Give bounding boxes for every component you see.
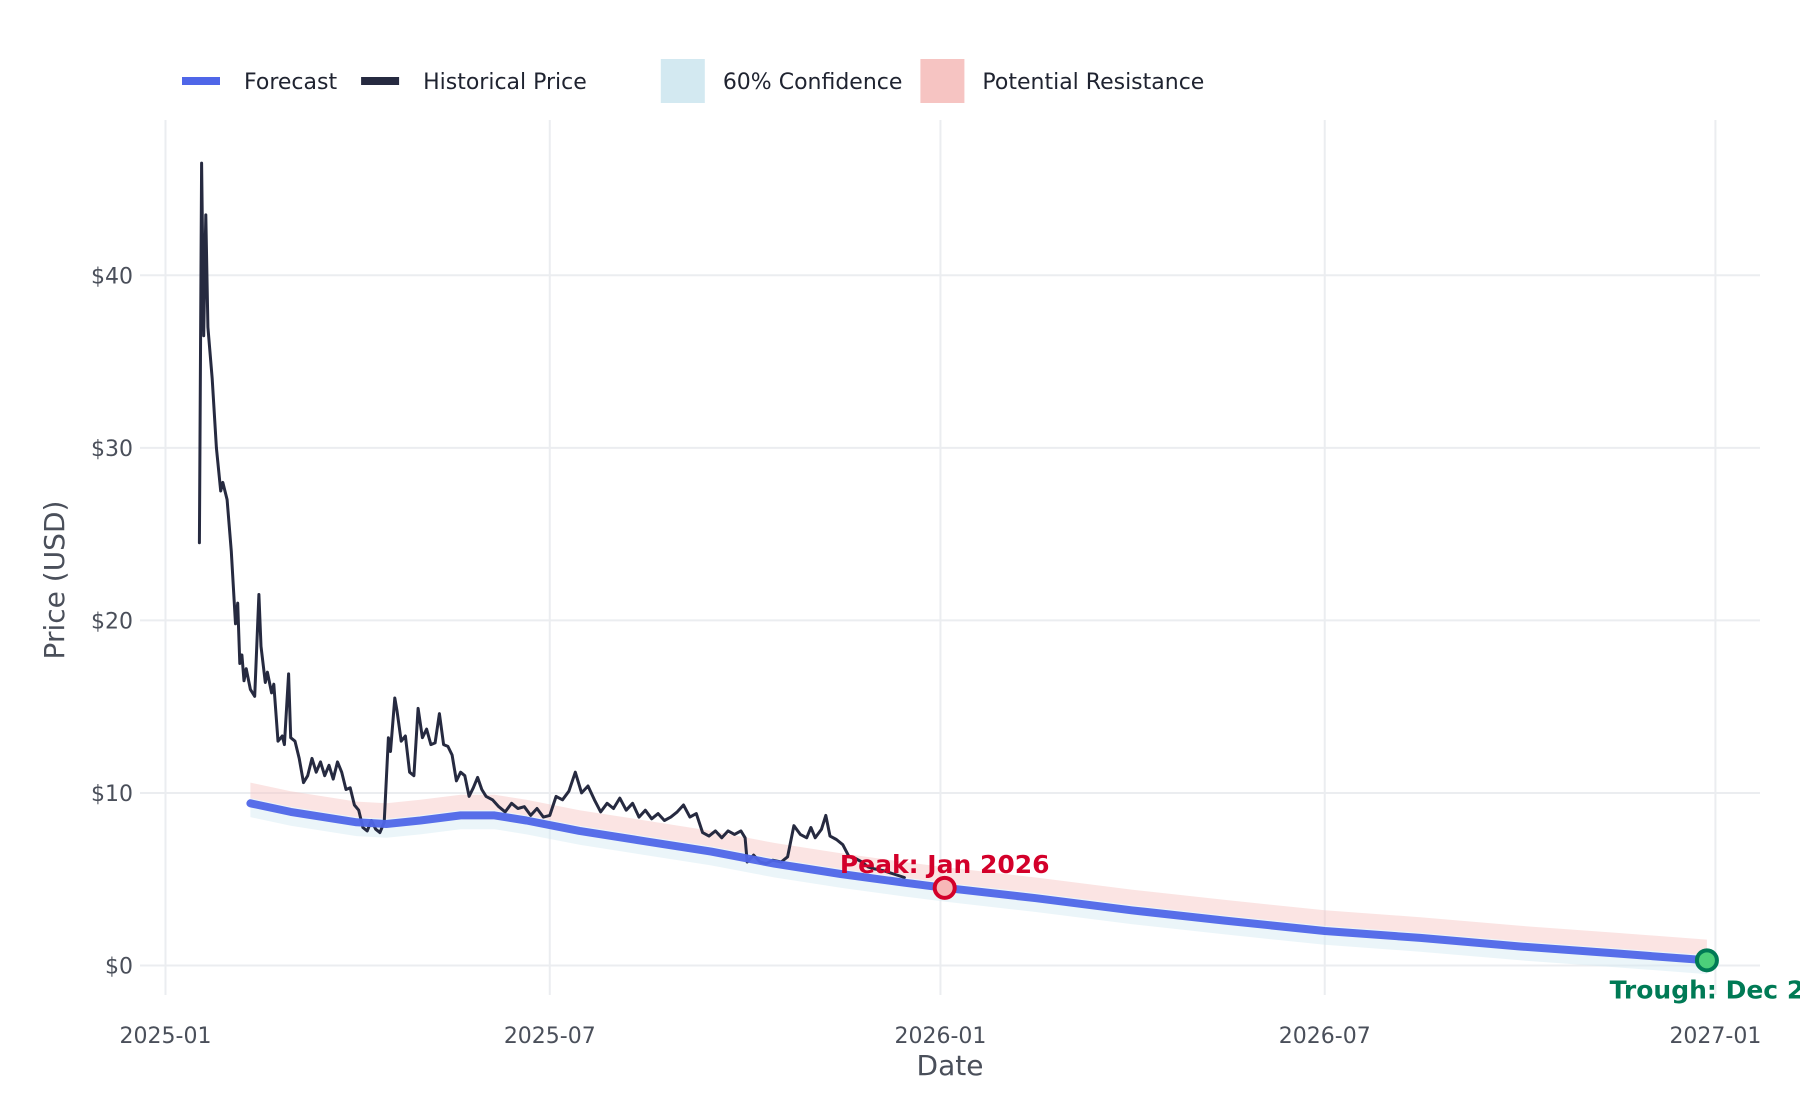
- peak-marker: [932, 875, 957, 900]
- legend: Forecast Historical Price 60% Confidence Po…: [182, 59, 1204, 103]
- x-tick-label: 2026-01: [894, 1024, 986, 1049]
- legend-swatch-60-confidence: [660, 59, 705, 103]
- forecast-line: [246, 799, 1711, 965]
- series-lines: [197, 161, 1711, 965]
- x-tick-label: 2025-07: [504, 1024, 596, 1049]
- trough-annotation-label: Trough: Dec 2: [1610, 975, 1800, 1004]
- x-tick-label: 2026-07: [1279, 1024, 1371, 1049]
- trough-marker: [1694, 948, 1719, 973]
- x-tick-label: 2027-01: [1669, 1024, 1761, 1049]
- legend-label-potential-resistance: Potential Resistance: [982, 70, 1204, 95]
- peak-annotation-label: Peak: Jan 2026: [840, 850, 1050, 879]
- x-axis-title: Date: [917, 1049, 984, 1082]
- y-tick-label: $10: [91, 782, 133, 807]
- legend-label-forecast: Forecast: [244, 70, 337, 95]
- annotations: Peak: Jan 2026 Trough: Dec 2: [840, 850, 1800, 1004]
- y-axis-title: Price (USD): [38, 501, 71, 660]
- y-tick-label: $30: [91, 437, 133, 462]
- legend-label-60-confidence: 60% Confidence: [723, 70, 903, 95]
- y-tick-label: $20: [91, 609, 133, 634]
- axis-ticks: 2025-01 2025-07 2026-01 2026-07 2027-01 $0 $10…: [91, 264, 1761, 1049]
- historical-price-line: [197, 161, 906, 879]
- legend-label-historical-price: Historical Price: [423, 70, 587, 95]
- y-tick-label: $0: [105, 954, 133, 979]
- x-tick-label: 2025-01: [120, 1024, 212, 1049]
- y-tick-label: $40: [91, 264, 133, 289]
- potential-resistance-band: [250, 782, 1707, 956]
- legend-swatch-potential-resistance: [920, 59, 965, 103]
- grid: [140, 120, 1760, 995]
